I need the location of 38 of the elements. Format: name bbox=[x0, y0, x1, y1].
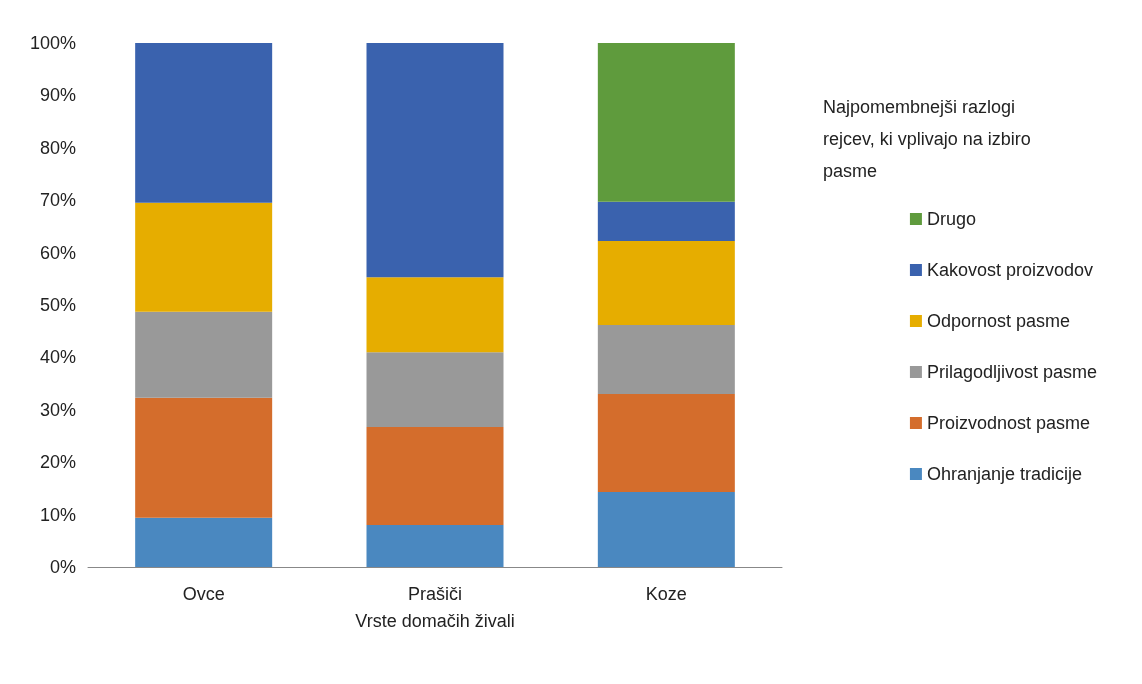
y-tick-label: 100% bbox=[29, 33, 76, 53]
legend-label: Prilagodljivost pasme bbox=[926, 362, 1097, 382]
y-tick-label: 10% bbox=[39, 504, 76, 525]
legend-label: Drugo bbox=[926, 209, 976, 229]
bar bbox=[597, 43, 735, 202]
bar bbox=[597, 492, 735, 567]
bar bbox=[366, 43, 504, 278]
bar bbox=[135, 397, 273, 518]
y-tick-label: 0% bbox=[49, 557, 76, 577]
bar bbox=[597, 394, 735, 493]
legend-title: Najpomembnejši razlogi rejcev, ki vplivajo na izbiro pasme bbox=[823, 97, 1031, 181]
y-tick-label: 90% bbox=[39, 85, 76, 106]
bar bbox=[366, 427, 504, 526]
bar bbox=[597, 201, 735, 242]
y-tick-label: 30% bbox=[39, 399, 76, 420]
bar bbox=[366, 352, 504, 428]
bar bbox=[135, 311, 273, 398]
legend-label: Odpornost pasme bbox=[926, 311, 1070, 331]
y-tick-label: 60% bbox=[39, 242, 76, 263]
bar bbox=[135, 202, 273, 312]
y-tick-label: 40% bbox=[39, 347, 76, 368]
bar bbox=[135, 517, 273, 567]
x-tick-label: Ovce bbox=[182, 584, 225, 604]
bar bbox=[366, 525, 504, 567]
x-tick-label: Prašiči bbox=[407, 584, 463, 604]
bar bbox=[597, 324, 735, 395]
y-tick-label: 70% bbox=[39, 190, 76, 211]
bar bbox=[597, 241, 735, 325]
y-tick-label: 50% bbox=[39, 295, 76, 315]
bar bbox=[366, 277, 504, 353]
x-axis-title: Vrste domačih živali bbox=[355, 611, 515, 631]
y-tick-label: 80% bbox=[39, 137, 76, 158]
legend-label: Ohranjanje tradicije bbox=[926, 464, 1083, 484]
legend-label: Kakovost proizvodov bbox=[926, 260, 1094, 280]
legend-label: Proizvodnost pasme bbox=[926, 413, 1091, 433]
y-tick-label: 20% bbox=[39, 452, 76, 473]
x-tick-label: Koze bbox=[645, 584, 687, 604]
bar bbox=[135, 43, 273, 203]
